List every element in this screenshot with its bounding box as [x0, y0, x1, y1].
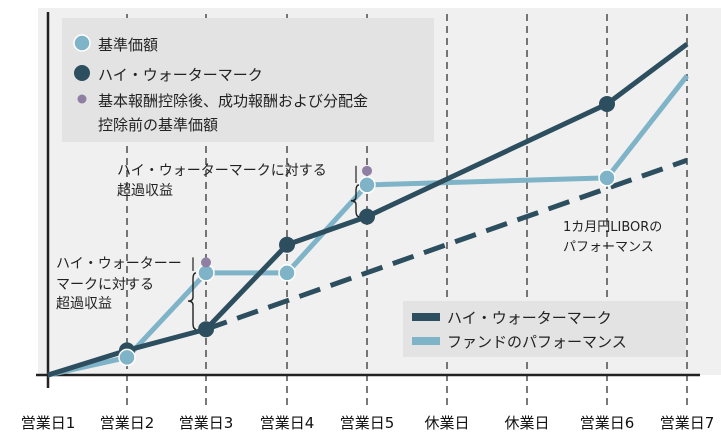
- x-tick-label-3: 営業日3: [179, 414, 234, 432]
- annotation-excess-left-1: ハイ・ウォーターー: [56, 256, 182, 272]
- brace-day3: [187, 272, 197, 330]
- x-tick-label-6: 休業日: [424, 414, 469, 432]
- annotation-excess-left-2: マークに対する: [56, 277, 154, 293]
- top-legend-box: [62, 18, 434, 142]
- x-tick-label-7: 休業日: [504, 414, 549, 432]
- annotation-libor-2: パフォーマンス: [563, 240, 654, 255]
- brace-day5: [350, 184, 360, 218]
- legend-nav-label: 基準価額: [98, 36, 158, 54]
- nav-point-3: [358, 176, 376, 194]
- x-tick-label-8: 営業日6: [580, 414, 635, 432]
- annotation-excess-top-2: 超過収益: [117, 183, 173, 199]
- x-tick-label-9: 営業日7: [660, 414, 715, 432]
- series-libor-line: [205, 157, 688, 332]
- nav-point-0: [118, 348, 136, 367]
- annotation-excess-top-1: ハイ・ウォーターマークに対する: [117, 163, 327, 179]
- legend-bottom-hwm-swatch: [412, 313, 440, 321]
- legend-prefee-label: 基本報酬控除後、成功報酬および分配金: [98, 92, 368, 110]
- annotation-excess-left-3: 超過収益: [56, 296, 112, 312]
- legend-nav-marker: [73, 34, 91, 52]
- prefee-point-1: [362, 165, 372, 176]
- hwm-point-2: [279, 236, 295, 253]
- legend-prefee-marker: [77, 94, 87, 104]
- x-tick-label-2: 営業日2: [100, 414, 155, 432]
- x-tick-label-1: 営業日1: [21, 414, 76, 432]
- legend-prefee-label-2: 控除前の基準価額: [98, 116, 218, 134]
- legend-bottom-fund-label: ファンドのパフォーマンス: [447, 333, 627, 351]
- x-tick-label-4: 営業日4: [260, 414, 315, 432]
- legend-bottom-fund-swatch: [412, 337, 440, 345]
- legend-hwm-marker: [74, 65, 90, 81]
- prefee-point-0: [201, 257, 211, 268]
- legend-bottom-hwm-label: ハイ・ウォーターマーク: [447, 309, 612, 327]
- nav-point-4: [598, 169, 616, 187]
- x-tick-label-5: 営業日5: [340, 414, 395, 432]
- legend-hwm-label: ハイ・ウォーターマーク: [98, 66, 263, 84]
- hwm-point-3: [359, 208, 375, 225]
- annotation-libor-1: 1カ月円LIBORの: [563, 220, 662, 235]
- hwm-point-4: [599, 95, 615, 112]
- hwm-point-1: [198, 321, 214, 338]
- nav-point-2: [278, 264, 296, 282]
- bottom-legend-box: [403, 301, 686, 357]
